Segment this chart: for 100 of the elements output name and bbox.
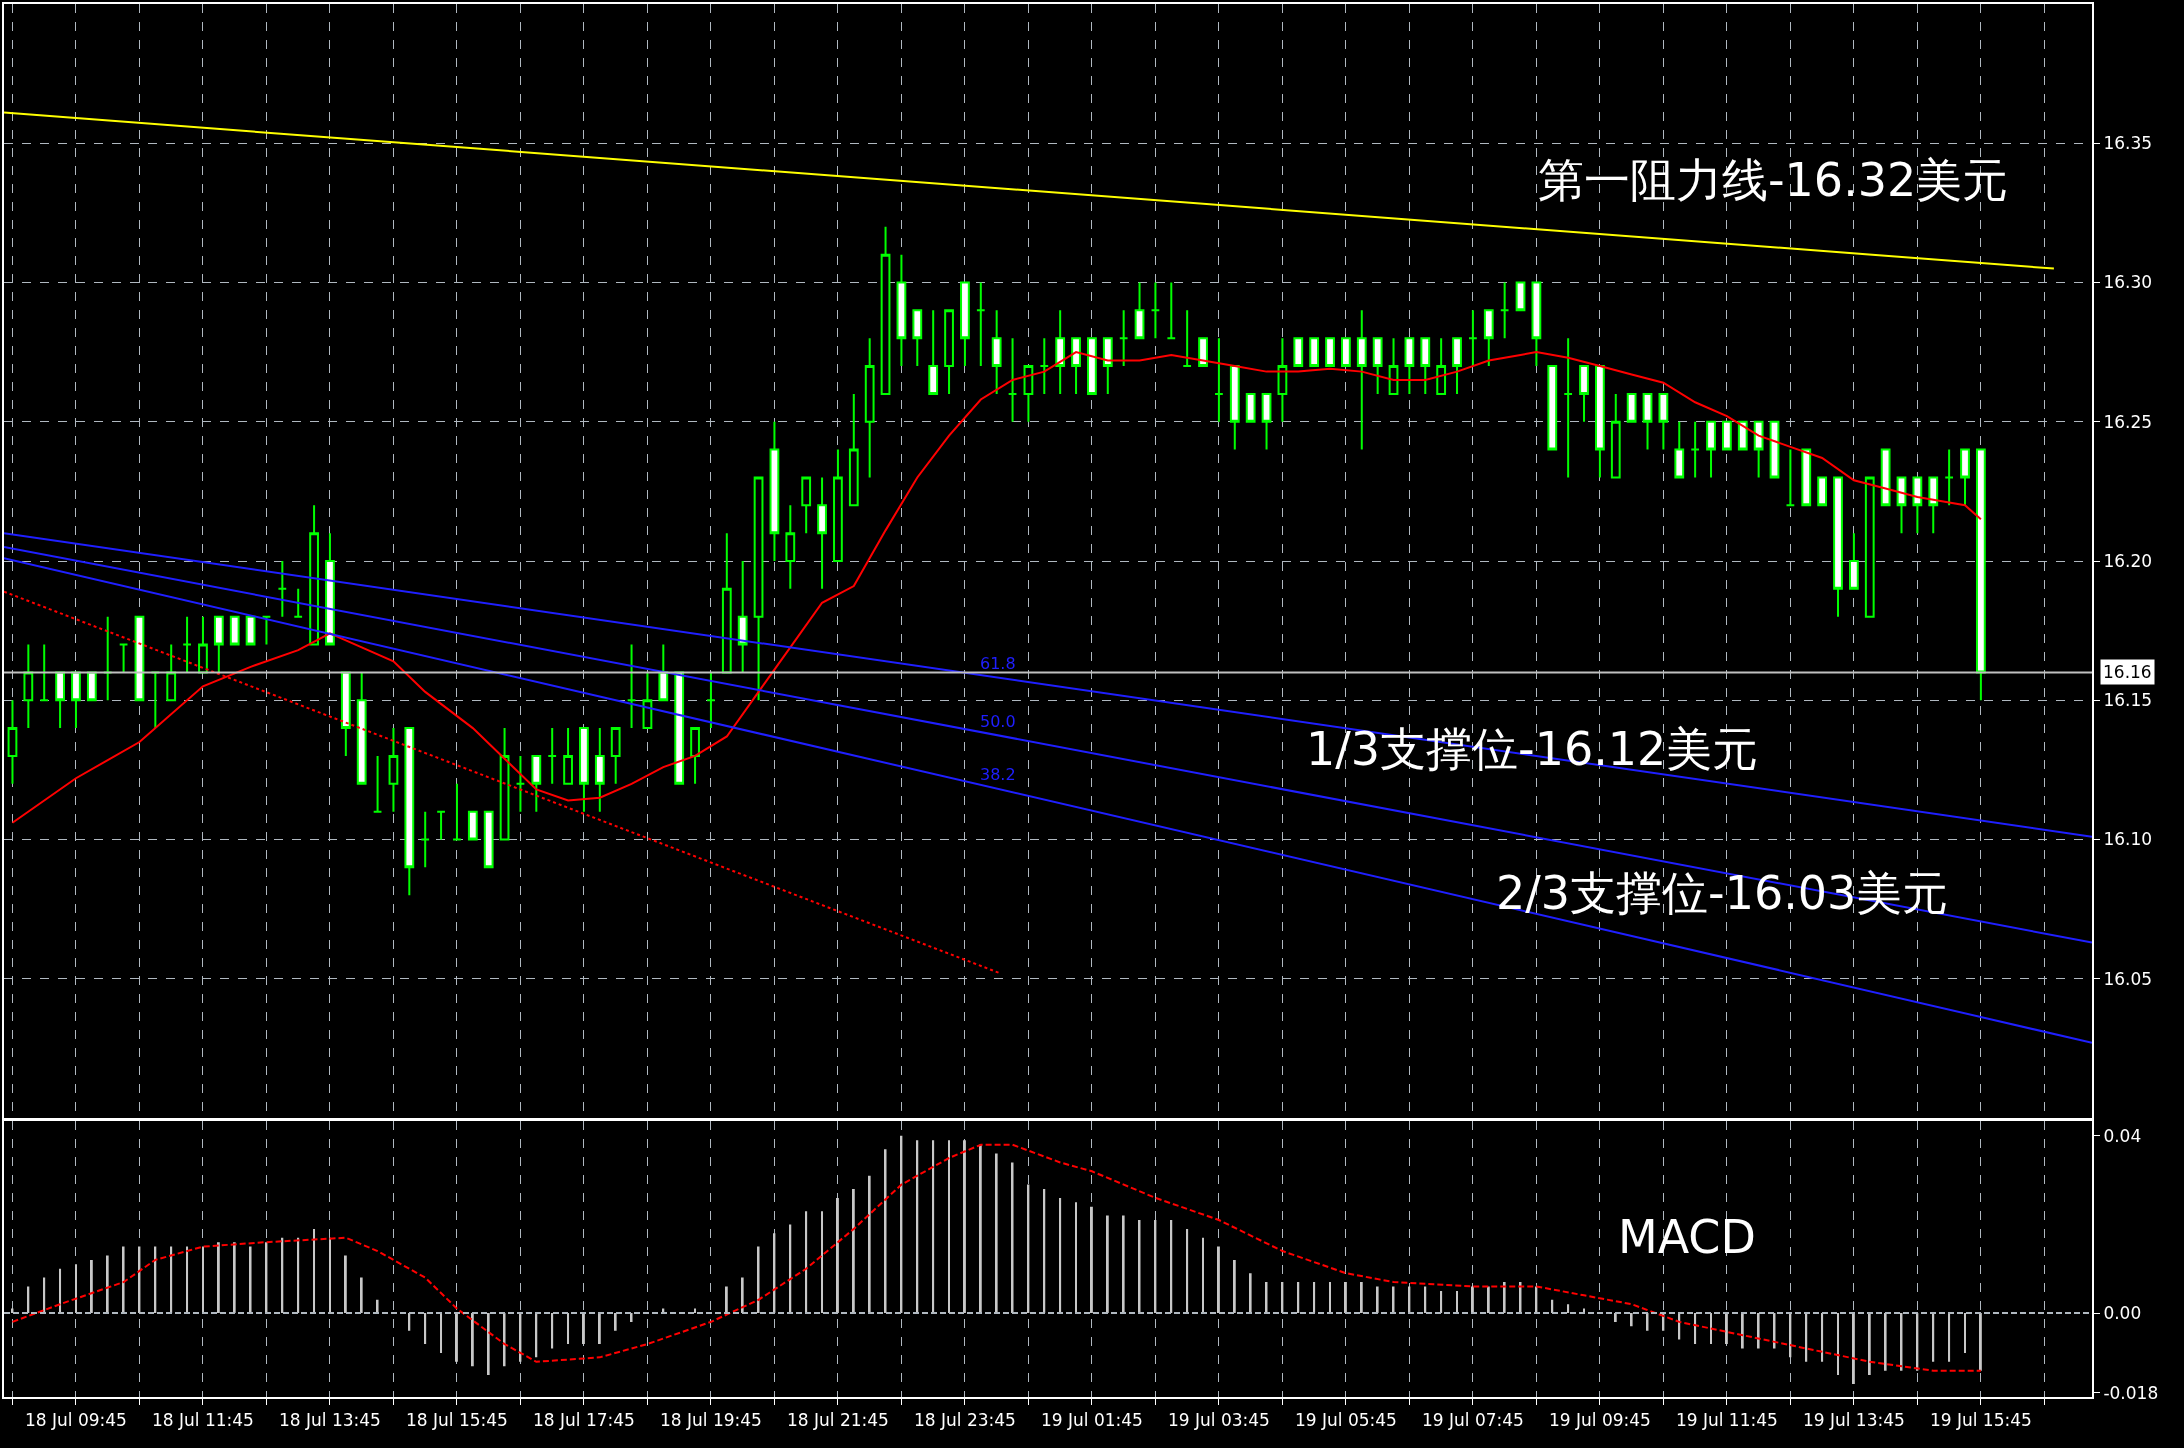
candlestick (912, 309, 923, 368)
candlestick (1722, 420, 1732, 451)
candlestick (229, 615, 240, 646)
bar (1440, 1290, 1443, 1314)
candlestick (55, 671, 65, 730)
candlestick (1960, 448, 1970, 507)
candlestick (1404, 337, 1415, 395)
bar (884, 1149, 887, 1314)
candlestick (1150, 281, 1161, 340)
bar (1329, 1282, 1331, 1314)
candlestick (594, 727, 605, 813)
x-tick-label: 19 Jul 11:45 (1675, 1409, 1778, 1430)
candlestick (86, 671, 97, 702)
candlestick (1198, 337, 1208, 368)
candlestick (1753, 420, 1764, 479)
candlestick (1023, 365, 1034, 423)
candlestick (515, 754, 526, 813)
candlestick (1452, 337, 1462, 395)
candlestick (1166, 281, 1177, 340)
bar (1233, 1259, 1236, 1314)
y-tick-label: 0.04 (2103, 1125, 2142, 1146)
candlestick (1737, 420, 1748, 451)
bar (979, 1144, 982, 1314)
candlestick (1658, 392, 1669, 451)
annotation: 第一阻力线-16.32美元 (1538, 153, 2009, 207)
candlestick (1674, 420, 1685, 479)
candlestick (277, 560, 288, 618)
bar (1360, 1282, 1363, 1314)
candlestick (1563, 337, 1574, 479)
bar (1456, 1290, 1458, 1314)
bar (329, 1237, 331, 1314)
y-tick-label: 16.05 (2103, 968, 2153, 989)
x-tick-label: 18 Jul 15:45 (405, 1409, 508, 1430)
bar (1217, 1246, 1220, 1314)
candlestick (293, 587, 304, 618)
candlestick (1690, 420, 1701, 479)
candlestick (1547, 365, 1558, 451)
x-tick-label: 18 Jul 19:45 (659, 1409, 762, 1430)
bar (1884, 1313, 1887, 1371)
candlestick (261, 615, 272, 646)
bar (440, 1313, 443, 1353)
bar (1979, 1313, 1982, 1371)
candlestick (1182, 309, 1193, 368)
candlestick (975, 281, 986, 368)
bar (471, 1313, 474, 1367)
candlestick (1817, 476, 1828, 507)
candlestick (213, 615, 224, 674)
bar (503, 1313, 506, 1367)
candlestick (1880, 448, 1891, 507)
candlestick (372, 754, 383, 813)
candlestick (1975, 448, 1986, 702)
x-tick-label: 19 Jul 05:45 (1294, 1409, 1397, 1430)
bar (1249, 1273, 1252, 1314)
candlestick (1214, 337, 1224, 423)
candlestick (753, 476, 764, 702)
y-tick-label: 16.35 (2103, 133, 2153, 154)
bar (1837, 1313, 1839, 1376)
bar (1567, 1304, 1570, 1314)
candlestick (1372, 337, 1383, 395)
candlestick (579, 727, 589, 813)
candlestick (1483, 309, 1494, 368)
bar (1090, 1206, 1093, 1314)
bar (376, 1299, 379, 1314)
candlestick (1102, 337, 1113, 395)
bar (313, 1228, 316, 1314)
bar (582, 1313, 585, 1345)
annotation: MACD (1618, 1210, 1756, 1264)
series-label: 50.0 (980, 712, 1016, 731)
bar (836, 1197, 839, 1314)
candlestick (166, 643, 177, 702)
x-tick-label: 18 Jul 23:45 (913, 1409, 1016, 1430)
candlestick (309, 504, 319, 646)
bar (202, 1246, 204, 1314)
bar (424, 1313, 427, 1345)
candlestick (626, 643, 637, 730)
bar (186, 1246, 189, 1314)
x-tick-label: 19 Jul 15:45 (1929, 1409, 2032, 1430)
candlestick (23, 643, 34, 730)
candlestick (674, 671, 685, 785)
candlestick (610, 727, 621, 785)
bar (1424, 1286, 1427, 1314)
candlestick (356, 671, 367, 785)
candlestick (1293, 337, 1304, 368)
candlestick (1309, 337, 1320, 368)
bar (948, 1140, 950, 1314)
candlestick (1261, 392, 1272, 451)
bar (233, 1242, 236, 1314)
x-tick-label: 19 Jul 07:45 (1421, 1409, 1524, 1430)
candlestick (1007, 337, 1018, 423)
candlestick (483, 810, 494, 869)
candlestick (7, 699, 18, 785)
candlestick (388, 727, 399, 813)
bar (360, 1277, 363, 1314)
candlestick (420, 810, 431, 869)
candlestick (1595, 365, 1605, 479)
bar (741, 1277, 744, 1314)
bar (1075, 1202, 1077, 1314)
candlestick (1610, 392, 1621, 479)
x-tick-label: 18 Jul 09:45 (24, 1409, 127, 1430)
candlestick (1864, 476, 1875, 618)
